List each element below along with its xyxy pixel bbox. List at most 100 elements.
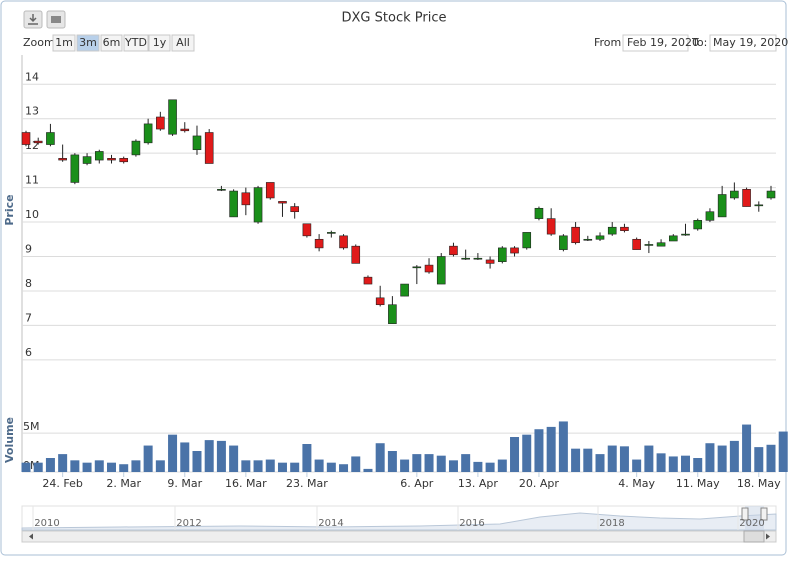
x-tick-label: 4. May bbox=[618, 477, 655, 490]
volume-bar bbox=[33, 462, 43, 472]
candle-body bbox=[522, 232, 532, 249]
candle-body bbox=[510, 247, 519, 254]
navigator-label: 2020 bbox=[739, 518, 764, 529]
range-button-label: All bbox=[176, 36, 190, 49]
from-input[interactable] bbox=[622, 34, 689, 52]
volume-bar bbox=[510, 437, 520, 472]
y-tick-label: 9 bbox=[25, 243, 32, 256]
y-tick-label: 6 bbox=[25, 346, 32, 359]
volume-bar bbox=[351, 456, 361, 472]
volume-bar bbox=[400, 459, 410, 472]
volume-bar bbox=[216, 440, 226, 472]
candle-body bbox=[229, 190, 238, 218]
volume-bar bbox=[583, 448, 593, 472]
print-icon bbox=[51, 16, 61, 23]
navigator-selection[interactable] bbox=[745, 506, 764, 530]
candle-body bbox=[607, 226, 617, 235]
range-button[interactable] bbox=[100, 34, 123, 52]
candle-body bbox=[730, 190, 739, 199]
candle-body bbox=[33, 140, 43, 144]
x-tick-label: 13. Apr bbox=[458, 477, 498, 490]
candle-body bbox=[180, 128, 190, 132]
volume-bar bbox=[681, 455, 691, 472]
scrollbar[interactable] bbox=[21, 530, 777, 543]
range-button[interactable] bbox=[148, 34, 171, 52]
x-tick-label: 2. Mar bbox=[106, 477, 141, 490]
candle-body bbox=[546, 218, 556, 235]
volume-bar bbox=[143, 445, 153, 472]
navigator-label: 2016 bbox=[459, 518, 484, 529]
candle-body bbox=[363, 276, 373, 285]
volume-bar bbox=[619, 446, 629, 472]
scrollbar-thumb[interactable] bbox=[743, 530, 765, 543]
volume-bar bbox=[265, 459, 275, 472]
volume-bar bbox=[326, 462, 336, 472]
volume-bar bbox=[94, 460, 104, 472]
candle-body bbox=[498, 247, 507, 262]
candle-body bbox=[424, 264, 434, 273]
y-tick-label: 11 bbox=[25, 174, 39, 187]
volume-bar bbox=[70, 460, 80, 472]
candle-body bbox=[668, 235, 678, 242]
volume-bar bbox=[387, 451, 397, 472]
navigator-label: 2014 bbox=[318, 518, 343, 529]
y-tick-label: 10 bbox=[25, 208, 39, 221]
candle-body bbox=[693, 220, 703, 230]
volume-bar bbox=[717, 445, 727, 472]
volume-bar bbox=[363, 468, 373, 472]
candle-body bbox=[119, 158, 129, 163]
from-value: Feb 19, 2020 bbox=[627, 36, 699, 49]
candle-body bbox=[485, 259, 495, 264]
volume-bar bbox=[693, 458, 703, 472]
volume-bar bbox=[204, 440, 214, 472]
candle-body bbox=[375, 297, 385, 306]
from-label: From: bbox=[594, 36, 625, 49]
candle-body bbox=[217, 189, 226, 191]
navigator-label: 2012 bbox=[176, 518, 201, 529]
candle-body bbox=[436, 256, 446, 285]
navigator-handle[interactable] bbox=[760, 507, 768, 521]
volume-bar bbox=[534, 429, 544, 472]
volume-bar bbox=[668, 456, 678, 472]
candle-body bbox=[705, 211, 715, 221]
candle-body bbox=[302, 223, 312, 237]
candle-body bbox=[46, 132, 55, 145]
range-button[interactable] bbox=[76, 34, 100, 52]
candle-body bbox=[290, 206, 299, 213]
navigator-handle[interactable] bbox=[741, 507, 749, 521]
candle-body bbox=[766, 190, 776, 199]
candle-body bbox=[70, 154, 80, 183]
to-input[interactable] bbox=[709, 34, 777, 52]
volume-bar bbox=[412, 454, 422, 472]
candle-body bbox=[253, 187, 263, 223]
candle-body bbox=[412, 266, 422, 269]
volume-bar bbox=[253, 460, 263, 472]
x-tick-label: 9. Mar bbox=[167, 477, 202, 490]
volume-bar bbox=[571, 448, 581, 472]
volume-bar bbox=[436, 455, 446, 472]
volume-bar bbox=[106, 462, 116, 472]
range-button[interactable] bbox=[52, 34, 76, 52]
range-button-label: 1m bbox=[55, 36, 73, 49]
volume-bar bbox=[558, 421, 568, 472]
volume-bar bbox=[497, 459, 507, 472]
to-label: To: bbox=[691, 36, 707, 49]
volume-bar bbox=[155, 460, 165, 472]
range-button[interactable] bbox=[171, 34, 195, 52]
volume-bar bbox=[314, 459, 324, 472]
y-tick-label: 7 bbox=[25, 311, 32, 324]
volume-bar bbox=[656, 453, 666, 472]
candle-body bbox=[583, 238, 593, 241]
candle-body bbox=[156, 116, 165, 130]
volume-bar bbox=[595, 454, 605, 472]
candle-body bbox=[681, 233, 690, 236]
price-axis-title: Price bbox=[3, 194, 16, 225]
candle-body bbox=[314, 238, 324, 249]
zoom-label: Zoom bbox=[23, 36, 55, 49]
range-button[interactable] bbox=[123, 34, 149, 52]
candle-body bbox=[204, 132, 214, 164]
volume-bar bbox=[375, 443, 385, 472]
volume-bar bbox=[485, 462, 495, 472]
